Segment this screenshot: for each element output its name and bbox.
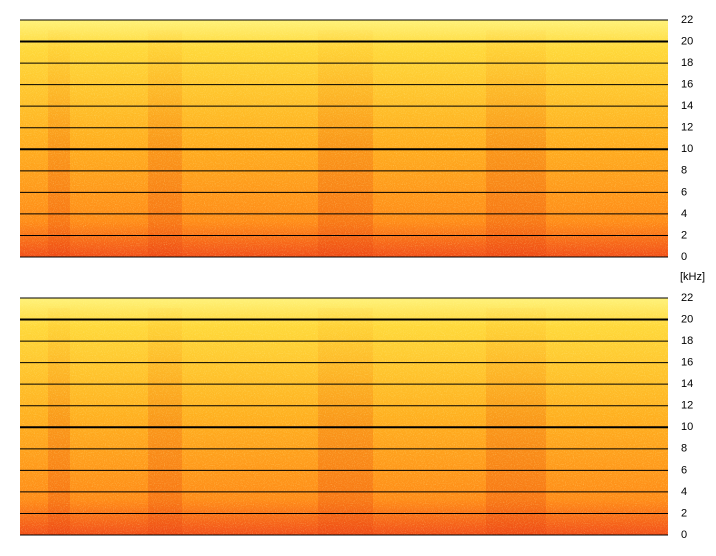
y-tick-label: 10 <box>681 421 693 433</box>
y-tick-label: 18 <box>681 57 693 69</box>
y-tick-label: 16 <box>681 79 693 91</box>
y-tick-label: 6 <box>681 464 687 476</box>
y-axis-label: [kHz] <box>680 271 705 283</box>
y-tick-label: 2 <box>681 229 687 241</box>
y-tick-label: 20 <box>681 313 693 325</box>
y-tick-label: 14 <box>681 100 693 112</box>
y-tick-label: 12 <box>681 122 693 134</box>
y-tick-label: 8 <box>681 165 687 177</box>
y-tick-label: 12 <box>681 400 693 412</box>
y-tick-label: 8 <box>681 443 687 455</box>
y-tick-label: 14 <box>681 378 693 390</box>
y-tick-label: 0 <box>681 529 687 541</box>
spectrogram-panel <box>20 298 668 535</box>
y-tick-label: 0 <box>681 251 687 263</box>
y-tick-label: 6 <box>681 186 687 198</box>
y-tick-label: 4 <box>681 486 687 498</box>
y-tick-label: 20 <box>681 35 693 47</box>
y-tick-label: 10 <box>681 143 693 155</box>
y-tick-label: 18 <box>681 335 693 347</box>
y-tick-label: 4 <box>681 208 687 220</box>
spectrogram-panel <box>20 20 668 257</box>
y-tick-label: 22 <box>681 14 693 26</box>
y-tick-label: 2 <box>681 507 687 519</box>
spectral-noise <box>20 298 668 535</box>
spectral-noise <box>20 20 668 257</box>
y-tick-label: 16 <box>681 357 693 369</box>
y-tick-label: 22 <box>681 292 693 304</box>
